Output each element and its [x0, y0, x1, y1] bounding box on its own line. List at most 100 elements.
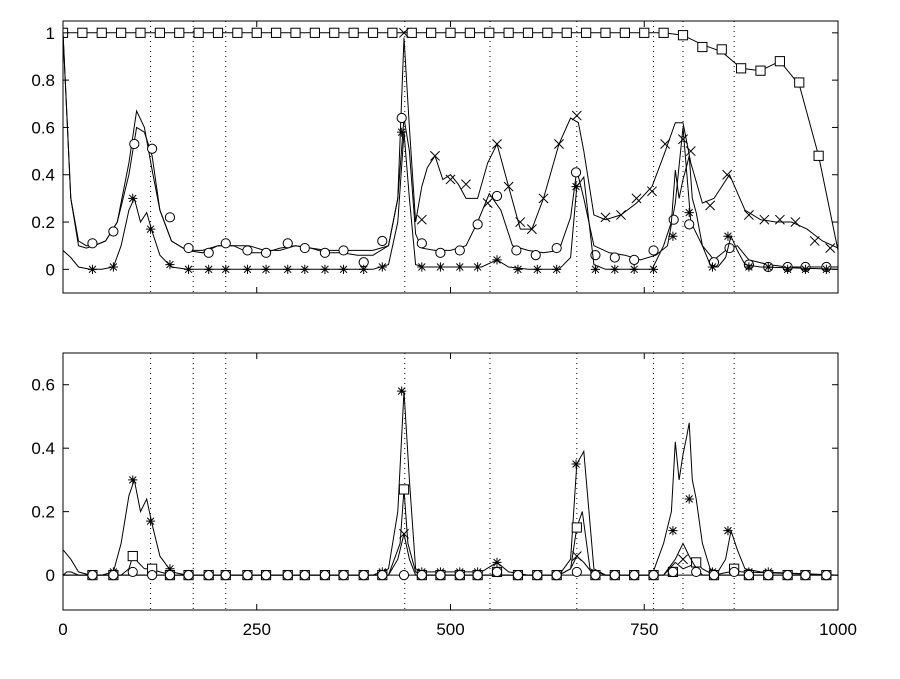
y-axis: 0 0.2 0.4 0.6 0.8 1 — [31, 24, 838, 279]
series-x — [63, 528, 838, 576]
data-point-star — [532, 264, 542, 274]
data-point-square — [426, 27, 437, 38]
data-point-x — [705, 200, 716, 211]
data-point-square — [736, 63, 747, 74]
data-point-circle — [668, 214, 679, 225]
data-point-circle — [203, 569, 214, 581]
data-point-star — [242, 264, 253, 274]
data-point-circle — [454, 245, 465, 256]
data-point-square — [406, 27, 417, 38]
data-point-star — [590, 264, 601, 274]
y-tick-label: 0.6 — [31, 118, 55, 137]
series-star — [63, 127, 838, 274]
data-point-square — [212, 27, 224, 38]
data-point-circle — [724, 242, 735, 254]
data-point-x — [774, 214, 785, 225]
data-point-x — [571, 110, 582, 121]
data-point-square — [77, 27, 88, 38]
data-point-square — [96, 27, 107, 38]
data-point-star — [145, 224, 156, 234]
data-point-x — [554, 139, 564, 149]
series-line-x — [63, 32, 838, 251]
data-point-x — [678, 554, 688, 565]
data-point-star — [128, 193, 138, 203]
data-point-circle — [472, 569, 483, 581]
x-axis — [62, 21, 839, 293]
data-point-square — [716, 44, 727, 55]
data-point-x — [526, 224, 537, 235]
data-point-square — [193, 27, 204, 38]
data-point-star — [435, 262, 446, 272]
data-point-circle — [319, 569, 331, 581]
y-tick-label: 1 — [46, 24, 55, 43]
data-point-circle — [147, 569, 158, 581]
data-point-x — [492, 139, 502, 149]
data-point-circle — [821, 569, 832, 581]
data-point-circle — [183, 569, 194, 581]
data-point-square — [329, 27, 340, 38]
data-point-star — [183, 264, 194, 274]
axes-frame — [62, 20, 839, 294]
data-point-star — [684, 494, 694, 504]
data-point-star — [165, 260, 175, 270]
data-point-circle — [491, 566, 503, 578]
data-point-circle — [242, 569, 253, 581]
data-point-circle — [629, 254, 640, 265]
data-point-square — [581, 27, 592, 38]
data-point-circle — [454, 569, 465, 581]
data-point-x — [399, 27, 409, 38]
data-point-circle — [590, 569, 601, 581]
y-tick-label: 0 — [46, 566, 55, 585]
data-point-circle — [129, 138, 140, 150]
data-point-square — [639, 27, 650, 38]
data-point-x — [430, 150, 440, 161]
data-point-star — [610, 264, 620, 274]
data-point-square — [271, 27, 282, 38]
x-axis: 0 250 500 750 1000 — [58, 353, 857, 639]
data-point-circle — [338, 245, 349, 256]
data-point-square — [697, 41, 708, 53]
data-point-square — [174, 27, 185, 38]
data-point-circle — [435, 247, 446, 258]
data-point-circle — [609, 569, 620, 581]
series-line-x — [63, 533, 838, 576]
data-point-circle — [164, 569, 176, 581]
data-point-x — [503, 181, 514, 192]
data-point-square — [464, 27, 475, 38]
data-point-x — [631, 193, 642, 204]
data-point-square — [571, 522, 582, 533]
data-point-circle — [203, 247, 214, 258]
data-point-star — [359, 264, 369, 274]
data-point-star — [377, 262, 387, 272]
data-point-circle — [242, 245, 253, 256]
data-point-square — [232, 27, 243, 38]
data-point-square — [154, 27, 165, 38]
data-point-star — [684, 207, 694, 218]
data-point-x — [616, 209, 626, 220]
data-point-square — [387, 27, 398, 38]
data-point-circle — [299, 569, 310, 581]
data-point-circle — [648, 569, 659, 581]
data-point-star — [800, 264, 811, 274]
panel-2: 0 0.2 0.4 0.6 0 250 500 750 1000 — [31, 352, 857, 639]
y-tick-label: 0.8 — [31, 71, 55, 90]
series-line-star — [63, 391, 838, 576]
data-point-x — [647, 186, 657, 197]
data-point-square — [367, 27, 379, 38]
data-point-circle — [743, 569, 754, 581]
data-point-square — [116, 27, 127, 38]
data-point-x — [743, 209, 754, 220]
data-point-star — [821, 264, 831, 274]
data-point-star — [571, 181, 581, 192]
data-point-circle — [127, 566, 138, 578]
data-point-x — [685, 146, 696, 157]
data-point-circle — [491, 190, 503, 202]
data-point-x — [538, 193, 549, 204]
data-point-star — [108, 262, 118, 272]
x-tick-label: 750 — [630, 620, 658, 639]
data-point-circle — [570, 167, 582, 178]
x-tick-label: 0 — [58, 620, 67, 639]
y-tick-label: 0.2 — [31, 503, 55, 522]
data-point-x — [759, 214, 770, 225]
